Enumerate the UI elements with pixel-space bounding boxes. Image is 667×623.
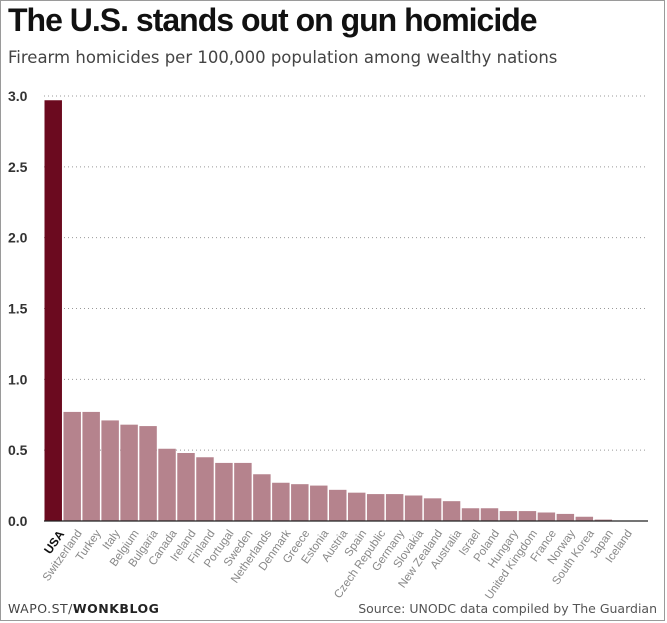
- bar-switzerland: [63, 411, 81, 521]
- bar-ireland: [177, 453, 195, 521]
- chart-title: The U.S. stands out on gun homicide: [8, 2, 538, 38]
- bar-norway: [556, 513, 575, 521]
- x-axis-ticks: USASwitzerlandTurkeyItalyBelgiumBulgaria…: [41, 527, 635, 601]
- bar-canada: [158, 448, 176, 521]
- bar-new-zealand: [423, 498, 442, 521]
- gridlines: [44, 95, 648, 451]
- bar-czech-republic: [366, 494, 385, 521]
- bar-finland: [196, 457, 214, 521]
- footer-prefix: WAPO.ST/: [8, 601, 73, 616]
- bar-spain: [347, 492, 366, 521]
- y-tick-label: 1.5: [8, 301, 28, 317]
- bar-united-kingdom: [518, 511, 537, 521]
- bar-usa: [44, 100, 62, 521]
- footer-source: Source: UNODC data compiled by The Guard…: [358, 601, 657, 616]
- bars: [44, 100, 613, 521]
- bar-sweden: [234, 462, 252, 521]
- y-tick-label: 1.0: [8, 371, 28, 387]
- bar-austria: [329, 489, 347, 521]
- y-tick-label: 2.5: [8, 159, 28, 175]
- bar-israel: [461, 508, 480, 521]
- bar-hungary: [499, 511, 518, 521]
- footer-brand: WAPO.ST/WONKBLOG: [8, 601, 159, 616]
- chart-subtitle: Firearm homicides per 100,000 population…: [8, 48, 558, 67]
- bar-bulgaria: [139, 426, 157, 521]
- y-tick-label: 3.0: [8, 88, 28, 104]
- y-tick-label: 2.0: [8, 230, 28, 246]
- bar-belgium: [120, 424, 138, 521]
- bar-greece: [291, 484, 309, 521]
- y-axis-ticks: 0.0 0.5 1.0 1.5 2.0 2.5 3.0: [8, 88, 28, 529]
- y-tick-label: 0.0: [8, 513, 28, 529]
- bar-poland: [480, 508, 499, 521]
- bar-japan: [594, 519, 613, 521]
- footer-brand-name: WONKBLOG: [72, 601, 160, 616]
- bar-denmark: [272, 482, 290, 521]
- bar-slovakia: [404, 495, 423, 521]
- bar-germany: [385, 494, 404, 521]
- bar-italy: [101, 420, 119, 521]
- y-tick-label: 0.5: [8, 442, 28, 458]
- bar-australia: [442, 501, 461, 521]
- bar-turkey: [82, 411, 100, 521]
- bar-south-korea: [575, 516, 594, 521]
- bar-netherlands: [253, 474, 271, 521]
- bar-portugal: [215, 462, 233, 521]
- bar-estonia: [310, 485, 328, 521]
- bar-france: [537, 512, 556, 521]
